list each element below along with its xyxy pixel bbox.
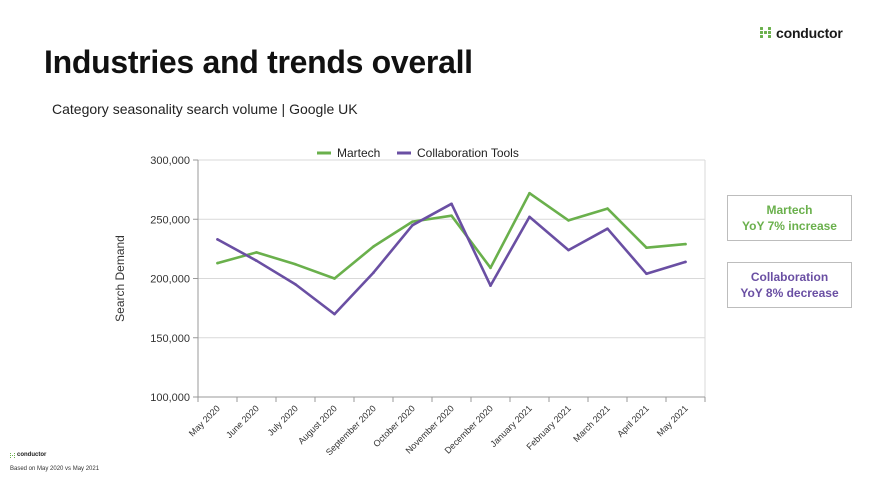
data-point-martech bbox=[255, 251, 258, 254]
data-point-collaboration-tools bbox=[684, 260, 687, 264]
martech-callout-title: Martech bbox=[766, 203, 813, 217]
data-point-collaboration-tools bbox=[411, 223, 414, 227]
x-tick-label: April 2021 bbox=[615, 403, 651, 439]
data-point-martech bbox=[294, 262, 297, 266]
data-point-martech bbox=[684, 242, 687, 246]
data-point-martech bbox=[528, 191, 531, 195]
legend-label: Martech bbox=[337, 146, 380, 160]
data-point-martech bbox=[216, 261, 219, 265]
collaboration-yoy-callout: Collaboration YoY 8% decrease bbox=[727, 262, 852, 308]
footer-conductor-logo: conductor bbox=[10, 452, 46, 458]
footer-conductor-logo-icon bbox=[10, 452, 15, 458]
martech-callout-change: YoY 7% increase bbox=[742, 219, 837, 233]
conductor-logo-icon bbox=[760, 27, 772, 39]
y-tick-label: 100,000 bbox=[150, 392, 190, 404]
legend-label: Collaboration Tools bbox=[417, 146, 519, 160]
legend-item-collaboration-tools: Collaboration Tools bbox=[397, 146, 519, 160]
data-point-martech bbox=[606, 207, 609, 210]
search-demand-line-chart: 100,000 150,000 200,000 250,000 300,000 May 2… bbox=[113, 146, 706, 456]
data-point-collaboration-tools bbox=[294, 283, 297, 286]
data-point-collaboration-tools bbox=[489, 284, 492, 287]
data-point-collaboration-tools bbox=[528, 215, 531, 219]
y-axis-title: Search Demand bbox=[113, 235, 127, 322]
collaboration-callout-title: Collaboration bbox=[750, 270, 829, 284]
data-point-martech bbox=[372, 245, 375, 248]
conductor-logo-text: conductor bbox=[776, 25, 843, 41]
data-point-collaboration-tools bbox=[645, 272, 648, 276]
footnote: Based on May 2020 vs May 2021 bbox=[10, 466, 100, 472]
x-tick-label: March 2021 bbox=[571, 403, 612, 444]
x-tick-label: August 2020 bbox=[296, 403, 339, 446]
data-point-collaboration-tools bbox=[372, 271, 375, 274]
y-tick-label: 250,000 bbox=[150, 214, 190, 226]
y-tick-label: 150,000 bbox=[150, 333, 190, 345]
y-tick-label: 300,000 bbox=[150, 155, 190, 167]
page-title: Industries and trends overall bbox=[44, 44, 473, 80]
data-point-martech bbox=[450, 214, 453, 217]
y-tick-label: 200,000 bbox=[150, 274, 190, 286]
x-tick-label: July 2020 bbox=[266, 403, 300, 437]
data-point-martech bbox=[333, 277, 336, 280]
data-point-martech bbox=[567, 219, 570, 222]
x-tick-label: May 2020 bbox=[187, 403, 222, 438]
x-tick-label: May 2021 bbox=[655, 403, 690, 438]
data-point-collaboration-tools bbox=[606, 227, 609, 231]
data-point-martech bbox=[489, 266, 492, 270]
series-line-collaboration-tools bbox=[216, 202, 687, 316]
footer-logo-text: conductor bbox=[17, 452, 47, 458]
data-point-collaboration-tools bbox=[450, 202, 453, 206]
page-subtitle: Category seasonality search volume | Goo… bbox=[52, 101, 358, 117]
conductor-logo: conductor bbox=[760, 25, 843, 41]
x-tick-label: June 2020 bbox=[224, 403, 261, 440]
legend-item-martech: Martech bbox=[317, 146, 380, 160]
data-point-collaboration-tools bbox=[255, 259, 258, 263]
martech-yoy-callout: Martech YoY 7% increase bbox=[727, 195, 852, 241]
data-point-martech bbox=[645, 246, 648, 249]
data-point-collaboration-tools bbox=[567, 248, 570, 252]
data-point-collaboration-tools bbox=[216, 238, 219, 241]
collaboration-callout-change: YoY 8% decrease bbox=[740, 286, 839, 300]
data-point-collaboration-tools bbox=[333, 312, 336, 316]
data-point-martech bbox=[411, 220, 414, 223]
